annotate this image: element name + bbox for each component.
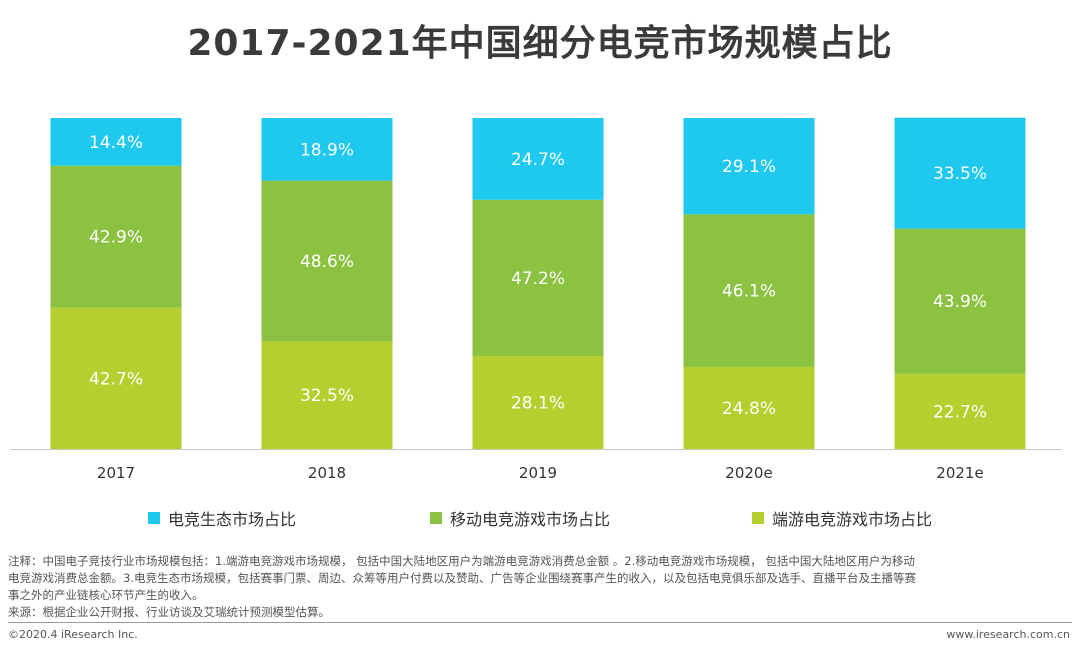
data-label-mobile-2017: 42.9% bbox=[89, 228, 143, 248]
data-label-ecosystem-2020e: 29.1% bbox=[722, 157, 776, 177]
chart-notes: 注释：中国电子竞技行业市场规模包括：1.端游电竞游戏市场规模， 包括中国大陆地区… bbox=[8, 553, 1072, 621]
legend-label-mobile: 移动电竞游戏市场占比 bbox=[450, 510, 611, 529]
note-line-2: 电竞游戏消费总金额。3.电竞生态市场规模，包括赛事门票、周边、众筹等用户付费以及… bbox=[8, 571, 916, 585]
x-tick-label-2021e: 2021e bbox=[936, 464, 983, 482]
data-label-pc-2017: 42.7% bbox=[89, 369, 143, 389]
data-label-mobile-2021e: 43.9% bbox=[933, 292, 987, 312]
bar-segment-ecosystem-2017 bbox=[50, 118, 182, 166]
chart-legend: 电竞生态市场占比 移动电竞游戏市场占比 端游电竞游戏市场占比 bbox=[0, 506, 1080, 530]
bar-segment-ecosystem-2019 bbox=[472, 118, 604, 200]
x-tick-label-2018: 2018 bbox=[308, 464, 346, 482]
bar-segment-mobile-2018 bbox=[261, 180, 393, 342]
data-label-pc-2020e: 24.8% bbox=[722, 399, 776, 419]
data-label-ecosystem-2021e: 33.5% bbox=[933, 164, 987, 184]
x-tick-label-2019: 2019 bbox=[519, 464, 557, 482]
legend-item-mobile: 移动电竞游戏市场占比 bbox=[430, 506, 610, 530]
bar-segment-pc-2017 bbox=[50, 307, 182, 449]
bar-segment-ecosystem-2021e bbox=[894, 117, 1026, 229]
data-label-ecosystem-2018: 18.9% bbox=[300, 140, 354, 160]
data-label-pc-2018: 32.5% bbox=[300, 386, 354, 406]
bar-segment-mobile-2021e bbox=[894, 228, 1026, 374]
source-note: 来源：根据企业公开财报、行业访谈及艾瑞统计预测模型估算。 bbox=[8, 605, 330, 619]
footer-divider bbox=[8, 622, 1072, 623]
x-tick-label-2017: 2017 bbox=[97, 464, 135, 482]
legend-label-pc: 端游电竞游戏市场占比 bbox=[772, 510, 933, 529]
bar-segment-mobile-2017 bbox=[50, 165, 182, 308]
bar-segment-pc-2020e bbox=[683, 366, 815, 449]
chart-title: 2017-2021年中国细分电竞市场规模占比 bbox=[187, 23, 893, 64]
data-label-ecosystem-2019: 24.7% bbox=[511, 150, 565, 170]
website-link[interactable]: www.iresearch.com.cn bbox=[946, 628, 1070, 641]
legend-swatch-pc bbox=[752, 512, 764, 524]
data-label-mobile-2018: 48.6% bbox=[300, 252, 354, 272]
data-label-mobile-2020e: 46.1% bbox=[722, 282, 776, 302]
bar-segment-mobile-2019 bbox=[472, 199, 604, 356]
bar-segment-pc-2019 bbox=[472, 355, 604, 449]
x-tick-label-2020e: 2020e bbox=[725, 464, 772, 482]
data-label-pc-2021e: 22.7% bbox=[933, 402, 987, 422]
stacked-bar-chart: 42.7% 42.9% 14.4% 2017 32.5% 48.6% 18.9% 2018 28… bbox=[10, 117, 1062, 482]
data-label-pc-2019: 28.1% bbox=[511, 393, 565, 413]
note-line-3: 事之外的产业链核心环节产生的收入。 bbox=[8, 588, 204, 602]
copyright-text: ©2020.4 iResearch Inc. bbox=[8, 628, 138, 641]
data-label-ecosystem-2017: 14.4% bbox=[89, 133, 143, 153]
legend-swatch-mobile bbox=[430, 512, 442, 524]
data-label-mobile-2019: 47.2% bbox=[511, 269, 565, 289]
bar-segment-ecosystem-2020e bbox=[683, 118, 815, 215]
legend-item-ecosystem: 电竞生态市场占比 bbox=[148, 506, 296, 530]
legend-swatch-ecosystem bbox=[148, 512, 160, 524]
legend-item-pc: 端游电竞游戏市场占比 bbox=[752, 506, 932, 530]
legend-label-ecosystem: 电竞生态市场占比 bbox=[168, 510, 297, 529]
bar-segment-mobile-2020e bbox=[683, 214, 815, 367]
bar-segment-pc-2021e bbox=[894, 373, 1026, 449]
note-line-1: 注释：中国电子竞技行业市场规模包括：1.端游电竞游戏市场规模， 包括中国大陆地区… bbox=[8, 554, 915, 568]
bar-segment-pc-2018 bbox=[261, 341, 393, 449]
bar-segment-ecosystem-2018 bbox=[261, 118, 393, 181]
